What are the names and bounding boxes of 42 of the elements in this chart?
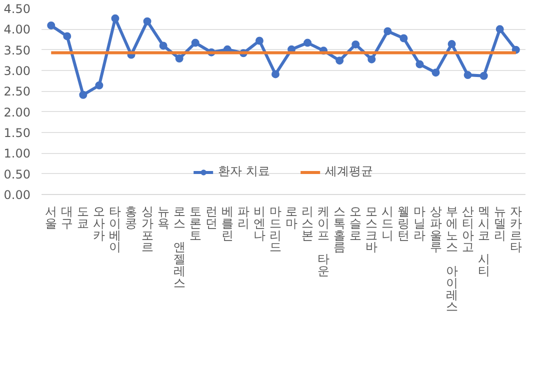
- x-tick-label: 파리: [237, 204, 250, 230]
- y-tick-label: 2.00: [4, 105, 30, 120]
- x-tick-label: 부에노스 아이레스: [446, 204, 458, 314]
- x-tick-label: 시드니: [382, 204, 394, 242]
- x-tick-label: 대구: [61, 204, 74, 230]
- legend-label: 세계평균: [324, 163, 373, 180]
- x-tick-label: 상파울루: [430, 204, 442, 254]
- y-tick-label: 0.50: [4, 167, 30, 182]
- x-tick-label: 토론토: [189, 204, 202, 242]
- x-tick-label: 싱가포르: [141, 204, 154, 254]
- x-tick-label: 런던: [205, 204, 218, 230]
- x-tick-label: 뉴욕: [157, 204, 170, 230]
- x-tick-label: 뉴델리: [494, 204, 506, 242]
- x-tick-label: 서울: [45, 204, 58, 230]
- x-tick-label: 리스본: [302, 204, 314, 242]
- x-tick-label: 홍콩: [125, 204, 138, 230]
- x-tick-label: 케이프 타운: [318, 204, 330, 278]
- y-tick-label: 0.00: [4, 188, 30, 202]
- x-tick-label: 멕시코 시티: [478, 204, 490, 278]
- x-tick-label: 모스크바: [366, 204, 378, 254]
- legend-label: 환자 치료: [218, 163, 270, 180]
- x-tick-label: 오슬로: [350, 204, 362, 242]
- x-tick-label: 마닐라: [414, 204, 426, 242]
- x-tick-label: 타이베이: [109, 204, 122, 254]
- x-tick-label: 오사카: [93, 204, 106, 242]
- x-tick-label: 마드리드: [269, 204, 282, 254]
- y-tick-label: 4.50: [4, 2, 30, 16]
- y-tick-label: 4.00: [4, 22, 30, 37]
- x-tick-label: 로스 앤젤레스: [173, 204, 186, 290]
- x-tick-label: 산티아고: [462, 204, 474, 254]
- x-tick-label: 베를린: [221, 204, 234, 242]
- x-tick-label: 로마: [286, 204, 298, 230]
- x-tick-label: 웰링턴: [398, 204, 410, 242]
- y-tick-label: 1.00: [4, 146, 30, 161]
- y-tick-label: 3.00: [4, 64, 30, 78]
- x-tick-label: 스톡홀름: [334, 204, 346, 254]
- x-tick-label: 비엔나: [253, 204, 266, 242]
- y-tick-label: 3.50: [4, 43, 30, 58]
- x-tick-label: 도쿄: [77, 204, 90, 230]
- y-tick-label: 2.50: [4, 84, 30, 99]
- x-tick-label: 자카르타: [510, 204, 522, 254]
- y-tick-label: 1.50: [4, 126, 30, 140]
